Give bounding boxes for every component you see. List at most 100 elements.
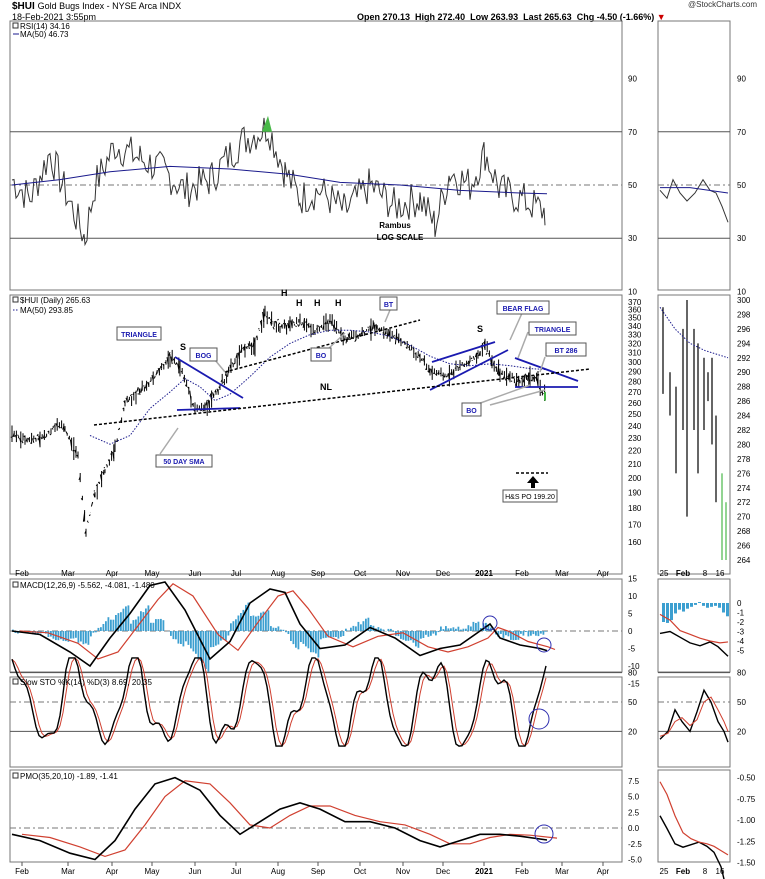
side-macd-hist xyxy=(686,603,689,609)
price-open-tick xyxy=(243,343,246,351)
panel-frames xyxy=(9,20,731,863)
macd-hist-bar xyxy=(135,619,137,631)
series-layer xyxy=(10,115,729,879)
side-rsi-tick: 50 xyxy=(737,181,746,190)
side-price-tick: 300 xyxy=(737,296,751,305)
price-open-tick xyxy=(520,377,523,380)
side-rsi-tick: 10 xyxy=(737,287,746,296)
macd-tick: 10 xyxy=(628,592,637,601)
price-open-tick xyxy=(269,321,273,326)
side-panel-frame-rsi xyxy=(657,20,731,291)
macd-hist-bar xyxy=(477,621,480,631)
macd-hist-bar xyxy=(317,631,320,658)
macd-hist-bar xyxy=(82,631,85,645)
price-open-tick xyxy=(82,512,86,522)
macd-hist-bar xyxy=(335,631,337,637)
macd-hist-bar xyxy=(237,615,240,631)
side-x-label-3: 16 xyxy=(716,569,725,578)
macd-hist-bar xyxy=(392,631,395,632)
macd-hist-bar xyxy=(405,631,407,641)
price-tick: 200 xyxy=(628,474,642,483)
price-open-tick xyxy=(437,371,440,375)
price-open-tick xyxy=(362,329,365,334)
price-open-tick xyxy=(392,334,395,338)
month-label-0: Feb xyxy=(15,569,29,578)
side-x-label-bottom-2: 8 xyxy=(703,867,708,876)
macd-hist-bar xyxy=(100,627,102,631)
macd-hist-bar xyxy=(105,621,107,631)
price-open-tick xyxy=(445,376,448,378)
side-macd-hist xyxy=(662,603,665,622)
macd-hist-bar xyxy=(387,628,390,631)
month-label-bottom-7: Sep xyxy=(311,867,326,876)
macd-tick: 5 xyxy=(628,610,633,619)
month-label-bottom-11: 2021 xyxy=(475,867,493,876)
price-open-tick xyxy=(110,453,112,455)
macd-hist-bar xyxy=(97,627,100,631)
macd-hist-bar xyxy=(540,631,542,634)
macd-tick: -10 xyxy=(628,662,640,671)
triangle2-upper xyxy=(514,357,579,382)
price-open-tick xyxy=(262,311,265,322)
macd-hist-bar xyxy=(445,626,447,631)
price-open-tick xyxy=(490,363,493,366)
macd-hist-bar xyxy=(67,631,70,642)
macd-hist-bar xyxy=(420,631,422,639)
macd-hist-bar xyxy=(162,620,165,631)
macd-hist-bar xyxy=(382,629,385,631)
macd-hist-bar xyxy=(232,621,235,631)
macd-hist-bar xyxy=(130,623,132,631)
macd-hist-bar xyxy=(292,631,295,645)
macd-hist-bar xyxy=(530,631,532,636)
price-open-tick xyxy=(14,434,17,438)
price-open-tick xyxy=(405,346,408,350)
hs-po-label: H&S PO 199.20 xyxy=(505,494,555,501)
price-open-tick xyxy=(259,320,263,327)
side-macd-tick: -3 xyxy=(737,628,745,637)
price-open-tick xyxy=(149,380,152,383)
price-tick: 220 xyxy=(628,447,642,456)
price-open-tick xyxy=(410,349,412,351)
macd-hist-bar xyxy=(150,622,152,631)
macd-hist-bar xyxy=(365,618,367,631)
price-open-tick xyxy=(214,389,217,393)
bt286-label-box xyxy=(545,342,587,357)
price-open-tick xyxy=(518,379,521,382)
macd-hist-bar xyxy=(275,627,277,631)
price-open-tick xyxy=(252,342,255,348)
macd-hist-bar xyxy=(502,631,505,638)
macd-legend: MACD(12,26,9) -5.562, -4.081, -1.480 xyxy=(20,581,155,590)
rsi-tick: 70 xyxy=(628,128,637,137)
macd-hist-bar xyxy=(242,609,245,631)
price-open-tick xyxy=(177,363,180,370)
side-price-tick: 284 xyxy=(737,412,751,421)
price-open-tick xyxy=(485,352,488,355)
macd-tick: -5 xyxy=(628,645,636,654)
macd-hist-bar xyxy=(305,631,307,647)
macd-hist-bar xyxy=(75,631,77,638)
side-price-tick: 276 xyxy=(737,469,751,478)
price-open-tick xyxy=(328,320,331,323)
macd-hist-bar xyxy=(295,631,297,648)
price-open-tick xyxy=(297,324,300,327)
price-open-tick xyxy=(36,433,39,437)
price-tick: 260 xyxy=(628,399,642,408)
price-open-tick xyxy=(425,368,427,371)
macd-hist-bar xyxy=(435,631,437,636)
date-label: 18-Feb-2021 3:55pm xyxy=(12,12,97,22)
month-label-bottom-14: Apr xyxy=(597,867,610,876)
macd-hist-bar xyxy=(430,631,432,636)
side-rsi-tick: 90 xyxy=(737,75,746,84)
h4-label: H xyxy=(335,298,342,308)
price-open-tick xyxy=(498,370,501,377)
macd-hist-bar xyxy=(472,621,475,631)
rsi-ma-legend: MA(50) 46.73 xyxy=(20,30,69,39)
bo1-pointer xyxy=(326,332,346,351)
macd-hist-bar xyxy=(280,629,282,631)
month-label-3: May xyxy=(144,569,159,578)
macd-hist-bar xyxy=(117,613,120,631)
price-open-tick xyxy=(263,312,266,318)
triangle1-label: TRIANGLE xyxy=(121,332,157,339)
price-open-tick xyxy=(305,320,307,323)
